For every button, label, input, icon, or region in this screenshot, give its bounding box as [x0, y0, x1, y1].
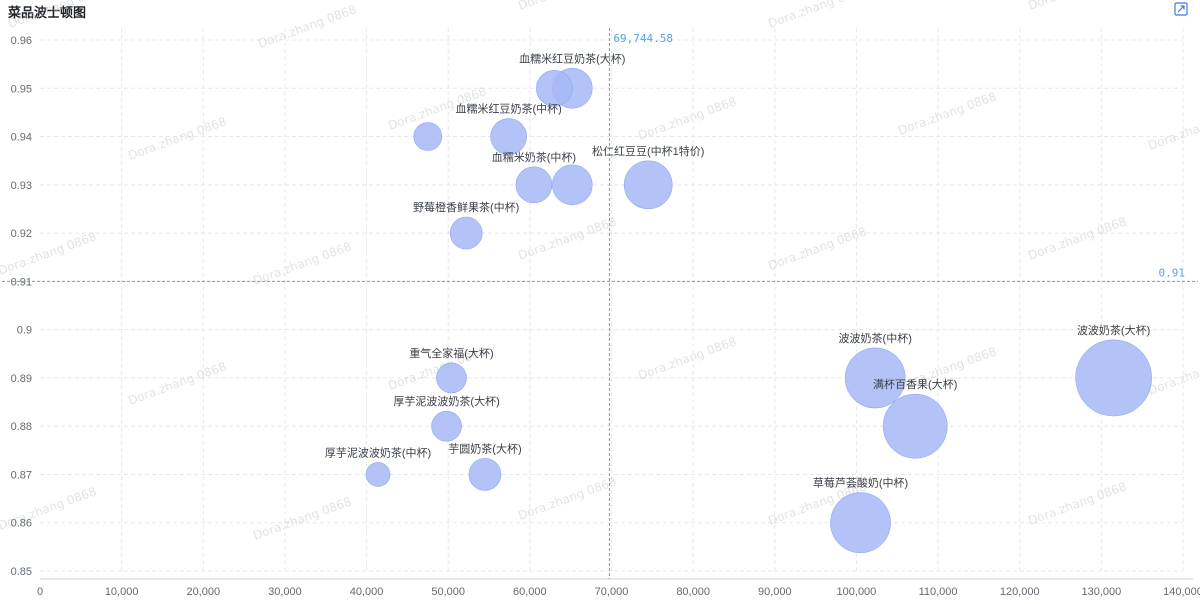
bubble-label: 芋圆奶茶(大杯) [448, 441, 521, 455]
watermark-text: Dora.zhang 0868 [636, 94, 738, 143]
y-tick-label: 0.94 [11, 132, 32, 144]
bubble-label: 波波奶茶(大杯) [1077, 323, 1150, 337]
watermark-text: Dora.zhang 0868 [1026, 0, 1128, 13]
watermark-text: Dora.zhang 0868 [896, 89, 998, 138]
bubble-point [536, 69, 573, 107]
x-tick-label: 90,000 [758, 586, 792, 598]
bubble-point [623, 160, 673, 210]
x-tick-label: 140,000 [1163, 586, 1200, 598]
watermark-text: Dora.zhang 0868 [1146, 349, 1200, 398]
bubble-point [552, 164, 593, 206]
x-tick-label: 50,000 [431, 586, 465, 598]
bubble-point [449, 216, 483, 250]
y-tick-label: 0.85 [11, 566, 32, 578]
watermark-text: Dora.zhang 0868 [1026, 479, 1128, 528]
bubble-point [431, 410, 462, 442]
x-reference-label: 69,744.58 [613, 32, 673, 45]
bubble-label: 厚芋泥波波奶茶(大杯) [393, 394, 499, 408]
bubble-label: 满杯百香果(大杯) [873, 377, 957, 391]
bubble-point [515, 166, 553, 204]
bubble-point [830, 492, 891, 554]
x-tick-label: 60,000 [513, 586, 547, 598]
bubble-label: 野莓橙香鲜果茶(中杯) [413, 200, 519, 214]
y-tick-label: 0.91 [11, 276, 32, 288]
x-tick-label: 0 [37, 586, 43, 598]
y-tick-label: 0.92 [11, 228, 32, 240]
bubble-label: 厚芋泥波波奶茶(中杯) [325, 445, 431, 459]
x-tick-label: 30,000 [268, 586, 302, 598]
y-tick-label: 0.96 [11, 35, 32, 47]
watermark-text: Dora.zhang 0868 [516, 474, 618, 523]
watermark-text: Dora.zhang 0868 [126, 114, 228, 163]
bubble-point [882, 393, 948, 459]
bubble-point [468, 458, 502, 491]
watermark-text: Dora.zhang 0868 [1026, 214, 1128, 263]
watermark-text: Dora.zhang 0868 [251, 494, 353, 543]
bubble-point [1075, 339, 1152, 417]
bubble-label: 血糯米奶茶(中杯) [492, 150, 576, 164]
watermark-text: Dora.zhang 0868 [766, 224, 868, 273]
watermark-text: Dora.zhang 0868 [251, 239, 353, 288]
x-tick-label: 40,000 [350, 586, 384, 598]
bubble-label: 血糯米红豆奶茶(中杯) [455, 102, 561, 116]
bubble-point [365, 462, 391, 487]
y-tick-label: 0.86 [11, 518, 32, 530]
watermark-text: Dora.zhang 0868 [256, 2, 358, 51]
x-tick-label: 10,000 [105, 586, 139, 598]
x-tick-label: 70,000 [595, 586, 629, 598]
watermark-text: Dora.zhang 0868 [766, 0, 868, 31]
watermark-text: Dora.zhang 0868 [516, 214, 618, 263]
y-reference-label: 0.91 [1159, 266, 1186, 279]
bubble-label: 松仁红豆豆(中杯1特价) [592, 144, 704, 158]
watermark-text: Dora.zhang 0868 [6, 0, 108, 31]
y-tick-label: 0.87 [11, 469, 32, 481]
y-tick-label: 0.95 [11, 83, 32, 95]
y-tick-label: 0.93 [11, 180, 32, 192]
bubble-label: 重气全家福(大杯) [409, 346, 493, 360]
x-tick-label: 110,000 [919, 586, 958, 598]
x-tick-label: 20,000 [186, 586, 220, 598]
bubble-label: 草莓芦荟酸奶(中杯) [813, 476, 908, 490]
x-tick-label: 100,000 [837, 586, 877, 598]
y-tick-label: 0.88 [11, 421, 32, 433]
x-tick-label: 120,000 [1000, 586, 1040, 598]
watermark-text: Dora.zhang 0868 [516, 0, 618, 13]
bubble-point [413, 122, 443, 151]
bubble-label: 血糯米红豆奶茶(大杯) [519, 51, 625, 65]
bubble-point [844, 347, 906, 409]
y-tick-label: 0.9 [17, 325, 32, 337]
y-tick-label: 0.89 [11, 373, 32, 385]
bubble-label: 波波奶茶(中杯) [839, 331, 912, 345]
chart-title: 菜品波士顿图 [8, 5, 87, 20]
watermark-text: Dora.zhang 0868 [636, 334, 738, 383]
bubble-point [490, 118, 527, 155]
watermark-text: Dora.zhang 0868 [1146, 104, 1200, 153]
x-tick-label: 80,000 [676, 586, 710, 598]
x-tick-label: 130,000 [1081, 586, 1121, 598]
watermark-text: Dora.zhang 0868 [126, 359, 228, 408]
expand-icon[interactable] [1174, 2, 1188, 16]
bubble-point [436, 362, 467, 394]
